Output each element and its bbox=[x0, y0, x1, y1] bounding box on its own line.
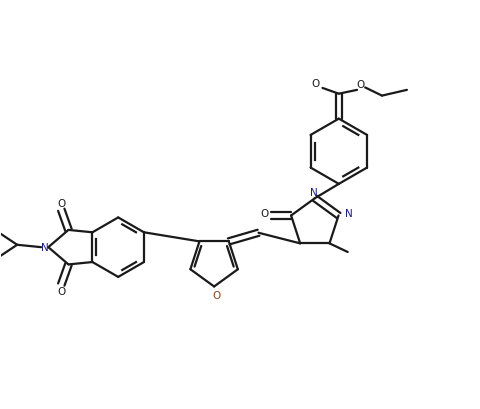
Text: O: O bbox=[260, 209, 268, 218]
Text: N: N bbox=[310, 187, 317, 197]
Text: O: O bbox=[212, 290, 220, 300]
Text: O: O bbox=[57, 198, 65, 209]
Text: O: O bbox=[311, 79, 319, 89]
Text: N: N bbox=[345, 209, 352, 218]
Text: O: O bbox=[57, 287, 65, 297]
Text: O: O bbox=[356, 80, 364, 90]
Text: N: N bbox=[41, 243, 49, 252]
